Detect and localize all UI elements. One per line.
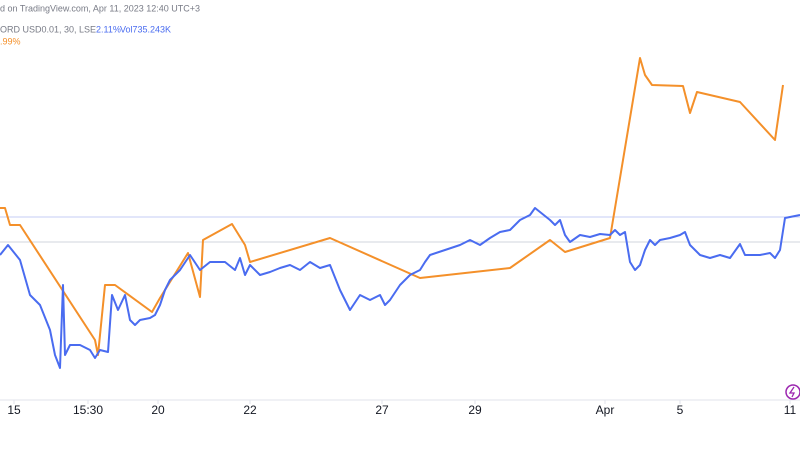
x-tick-label: Apr <box>596 403 615 417</box>
x-tick-label: 15:30 <box>73 403 103 417</box>
change-text: 2.11% <box>96 24 121 34</box>
x-tick-label: 5 <box>677 403 684 417</box>
x-tick-label: 22 <box>243 403 257 417</box>
line-series <box>0 207 800 369</box>
x-tick-label: 29 <box>468 403 482 417</box>
event-icon[interactable] <box>785 384 800 400</box>
event-bolt <box>788 386 796 398</box>
volume-text: Vol735.243K <box>120 24 171 34</box>
x-tick-label: 11 <box>784 403 797 417</box>
x-tick-label: 15 <box>7 403 21 417</box>
compare-text: .99% <box>0 36 21 46</box>
x-tick-label: 27 <box>375 403 389 417</box>
symbol-text: ORD USD0.01, 30, LSE <box>0 24 96 34</box>
source-text: d on TradingView.com, Apr 11, 2023 12:40… <box>0 3 200 13</box>
x-tick-label: 20 <box>151 403 165 417</box>
